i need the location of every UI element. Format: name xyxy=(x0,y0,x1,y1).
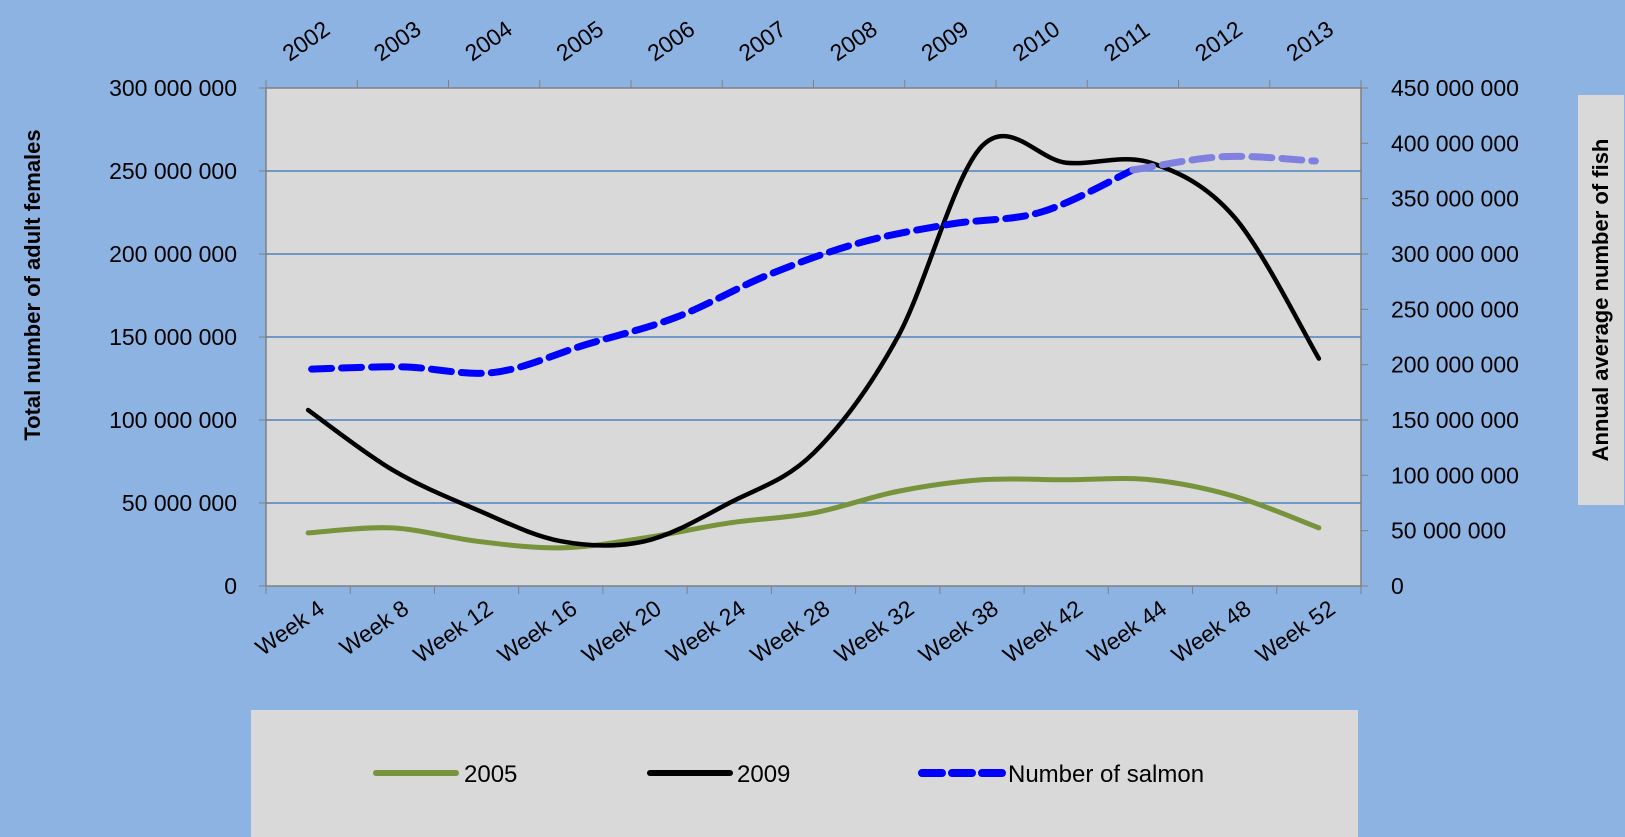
y-axis-title-right-box xyxy=(1578,95,1624,505)
series-line-number-of-salmon-projected xyxy=(1129,152,1319,174)
x-tick-label-bottom: Week 38 xyxy=(914,595,1003,668)
x-tick-label-bottom: Week 4 xyxy=(251,595,330,661)
x-tick-label-top: 2005 xyxy=(551,15,608,66)
x-tick-label-bottom: Week 52 xyxy=(1251,595,1340,668)
y-tick-label-left: 0 xyxy=(224,573,237,599)
legend-label-salmon: Number of salmon xyxy=(1008,761,1204,788)
x-tick-label-bottom: Week 16 xyxy=(493,595,582,668)
y-tick-label-right: 200 000 000 xyxy=(1391,352,1519,378)
x-tick-label-bottom: Week 42 xyxy=(998,595,1087,668)
x-tick-label-top: 2012 xyxy=(1190,15,1247,66)
x-tick-label-top: 2004 xyxy=(460,15,517,66)
y-axis-title-left: Total number of adult females xyxy=(20,129,45,440)
x-tick-label-bottom: Week 44 xyxy=(1082,595,1171,668)
legend-label-2009: 2009 xyxy=(737,761,790,788)
x-tick-label-bottom: Week 28 xyxy=(745,595,834,668)
x-tick-label-top: 2007 xyxy=(734,15,791,66)
y-tick-label-right: 450 000 000 xyxy=(1391,75,1519,101)
y-tick-label-left: 200 000 000 xyxy=(109,241,237,267)
x-tick-label-bottom: Week 32 xyxy=(830,595,919,668)
x-tick-label-top: 2010 xyxy=(1008,15,1065,66)
x-tick-label-top: 2003 xyxy=(369,15,426,66)
series-line-number-of-salmon xyxy=(308,166,1137,377)
x-tick-label-top: 2011 xyxy=(1099,16,1154,66)
x-tick-label-bottom: Week 8 xyxy=(335,595,413,661)
x-tick-label-top: 2008 xyxy=(825,15,882,66)
y-tick-label-right: 300 000 000 xyxy=(1391,241,1519,267)
gridlines xyxy=(266,170,1361,504)
y-tick-label-right: 250 000 000 xyxy=(1391,296,1519,322)
y-tick-label-left: 100 000 000 xyxy=(109,407,237,433)
x-tick-label-top: 2013 xyxy=(1281,15,1338,66)
x-tick-label-bottom: Week 12 xyxy=(409,595,498,668)
x-tick-label-top: 2006 xyxy=(643,15,700,66)
y-tick-label-left: 250 000 000 xyxy=(109,158,237,184)
legend-label-2005: 2005 xyxy=(464,761,517,788)
series-line-2005 xyxy=(305,476,1322,551)
y-tick-label-left: 50 000 000 xyxy=(122,490,237,516)
series-lines xyxy=(305,133,1322,551)
y-tick-label-right: 0 xyxy=(1391,573,1404,599)
y-tick-label-right: 350 000 000 xyxy=(1391,186,1519,212)
y-tick-label-right: 400 000 000 xyxy=(1391,130,1519,156)
y-tick-label-left: 300 000 000 xyxy=(109,75,237,101)
y-tick-label-right: 150 000 000 xyxy=(1391,407,1519,433)
y-axis-title-right: Annual average number of fish xyxy=(1588,139,1613,462)
y-tick-label-right: 50 000 000 xyxy=(1391,518,1506,544)
axes xyxy=(259,80,1368,594)
y-tick-label-left: 150 000 000 xyxy=(109,324,237,350)
x-tick-label-top: 2002 xyxy=(278,15,335,66)
legend: 2005 2009 Number of salmon xyxy=(373,761,1204,788)
x-tick-label-top: 2009 xyxy=(916,15,973,66)
x-tick-label-bottom: Week 48 xyxy=(1167,595,1256,668)
x-tick-label-bottom: Week 20 xyxy=(577,595,666,668)
x-tick-label-bottom: Week 24 xyxy=(661,595,750,668)
y-tick-label-right: 100 000 000 xyxy=(1391,462,1519,488)
